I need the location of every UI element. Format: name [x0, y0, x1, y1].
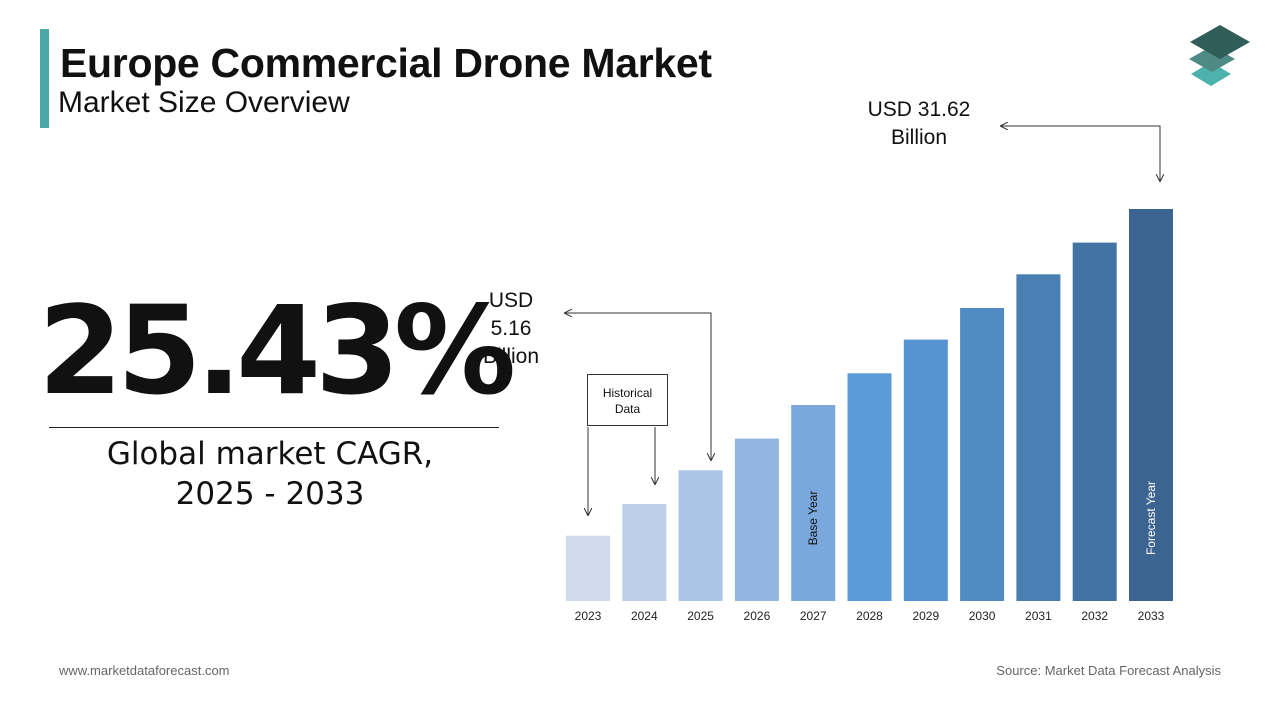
x-tick-label-2026: 2026 [744, 609, 771, 623]
end-callout-arrow [1001, 126, 1160, 181]
bar-2033 [1129, 209, 1173, 601]
bar-2032 [1072, 242, 1117, 601]
historical-data-box: Historical Data [587, 374, 668, 426]
logo-layer-bottom [1191, 62, 1231, 86]
bar-2026 [734, 438, 779, 601]
x-tick-label-2033: 2033 [1138, 609, 1165, 623]
bar-2030 [960, 308, 1005, 601]
bar-2029 [903, 339, 948, 601]
bar-2023 [566, 535, 610, 601]
historical-label-line2: Data [614, 402, 641, 416]
title-accent-bar [40, 29, 49, 128]
cagr-label-line2: 2025 - 2033 [175, 476, 365, 512]
cagr-label: Global market CAGR, 2025 - 2033 [50, 434, 490, 514]
end-callout-line1: USD 31.62 [867, 98, 971, 121]
x-tick-label-2032: 2032 [1081, 609, 1108, 623]
historical-label-line1: Historical [602, 386, 653, 400]
page-title: Europe Commercial Drone Market [60, 40, 712, 86]
bar-2024 [622, 504, 667, 601]
x-tick-label-2025: 2025 [687, 609, 714, 623]
logo-layer-top [1190, 25, 1250, 59]
x-tick-label-2027: 2027 [800, 609, 827, 623]
bar-2028 [847, 373, 892, 601]
bar-annotation-2027: Base Year [806, 491, 820, 546]
end-value-callout: USD 31.62 Billion [858, 96, 980, 152]
x-tick-label-2030: 2030 [969, 609, 996, 623]
x-tick-label-2023: 2023 [575, 609, 602, 623]
bar-2025 [678, 470, 723, 601]
page-subtitle: Market Size Overview [58, 86, 350, 119]
x-tick-label-2031: 2031 [1025, 609, 1052, 623]
x-tick-label-2024: 2024 [631, 609, 658, 623]
start-callout-arrow [565, 313, 711, 460]
start-callout-line1: USD [488, 289, 534, 312]
cagr-value: 25.43% [38, 280, 516, 422]
bar-annotation-2033: Forecast Year [1144, 481, 1158, 555]
brand-logo-icon [1189, 25, 1250, 86]
x-tick-label-2029: 2029 [912, 609, 939, 623]
cagr-label-line1: Global market CAGR, [106, 436, 434, 472]
start-callout-line3: Billion [482, 345, 540, 368]
cagr-divider [49, 427, 499, 428]
end-callout-line2: Billion [890, 126, 948, 149]
footer-source: Source: Market Data Forecast Analysis [996, 663, 1221, 678]
start-value-callout: USD 5.16 Billion [478, 287, 544, 371]
bar-2031 [1016, 274, 1061, 601]
start-callout-line2: 5.16 [490, 317, 532, 340]
bar-2027 [791, 405, 836, 601]
footer-website: www.marketdataforecast.com [59, 663, 230, 678]
x-tick-label-2028: 2028 [856, 609, 883, 623]
